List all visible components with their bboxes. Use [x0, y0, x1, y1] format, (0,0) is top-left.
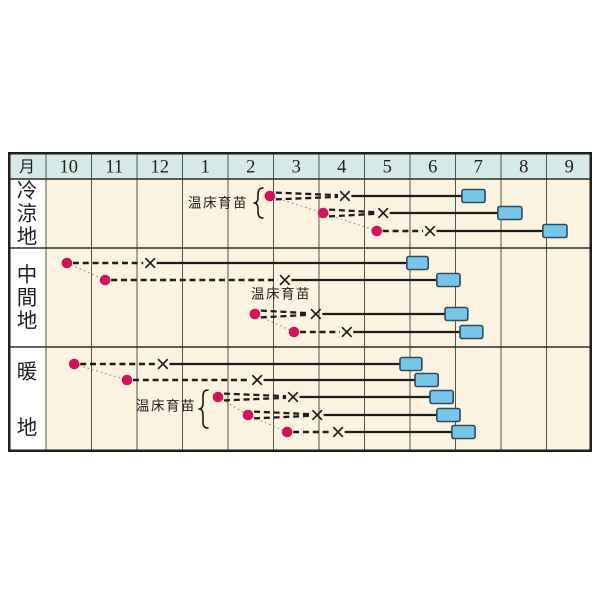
month-header-cell: 4 [337, 158, 346, 178]
hotbed-label: 温床育苗 [188, 196, 248, 211]
dot-marker [212, 391, 224, 403]
harvest-bar [429, 389, 455, 405]
region-label: 地 [17, 417, 38, 440]
harvest-bar [451, 424, 476, 440]
dot-marker [61, 257, 73, 269]
month-header-cell: 7 [474, 158, 483, 178]
dashed-upper-line [223, 392, 287, 398]
calendar-body-background [8, 152, 592, 452]
harvest-bar [444, 306, 469, 322]
month-header-cell: 8 [519, 158, 528, 178]
dot-marker [249, 308, 261, 320]
harvest-bar [406, 255, 430, 271]
month-header-cell: 5 [383, 158, 392, 178]
month-header-label: 月 [19, 159, 35, 176]
harvest-bar [497, 205, 523, 221]
dot-marker [242, 409, 254, 421]
harvest-bar [436, 407, 461, 423]
cross-marker [251, 374, 263, 386]
cross-marker [341, 326, 353, 338]
connector-line [217, 396, 249, 416]
cross-marker [377, 207, 389, 219]
cross-marker [424, 225, 436, 237]
dashed-upper-line [329, 208, 377, 214]
month-header-cell: 3 [292, 158, 301, 178]
hotbed-label: 温床育苗 [136, 399, 196, 414]
cross-marker [157, 358, 169, 370]
harvest-bar [399, 356, 423, 372]
month-header-cell: 6 [428, 158, 437, 178]
cross-marker [279, 274, 291, 286]
hotbed-label: 温床育苗 [251, 287, 311, 302]
month-header-cell: 11 [105, 158, 123, 178]
region-label-column-background [8, 179, 46, 452]
cross-marker [311, 409, 323, 421]
cross-marker [144, 257, 156, 269]
harvest-bar [436, 272, 461, 288]
dashed-lower-line [275, 195, 338, 201]
region-label: 地 [17, 310, 38, 333]
dot-marker [371, 225, 383, 237]
month-header-cell: 9 [565, 158, 574, 178]
month-header-cell: 12 [151, 158, 170, 178]
dashed-lower-line [223, 396, 287, 402]
region-label: 地 [17, 226, 38, 249]
harvest-bar [459, 324, 484, 340]
dot-marker [121, 374, 133, 386]
dashed-upper-line [275, 191, 338, 197]
dot-marker [317, 207, 329, 219]
dot-marker [264, 190, 276, 202]
cross-marker [310, 308, 322, 320]
dot-marker [281, 426, 293, 438]
region-label: 暖 [17, 361, 38, 384]
month-header-cell: 10 [60, 158, 79, 178]
month-header-cell: 2 [246, 158, 255, 178]
harvest-bar [414, 372, 440, 388]
dot-marker [99, 274, 111, 286]
dashed-upper-line [260, 309, 309, 315]
region-label: 冷 [17, 180, 38, 203]
month-header-row-background [8, 152, 592, 179]
cross-marker [287, 391, 299, 403]
harvest-bar [542, 223, 568, 239]
region-label: 涼 [17, 203, 38, 226]
dashed-lower-line [260, 313, 309, 319]
hotbed-brace [253, 187, 264, 219]
hotbed-brace [198, 389, 209, 429]
cross-marker [332, 426, 344, 438]
dot-marker [288, 326, 300, 338]
dot-marker [68, 358, 80, 370]
month-header-cell: 1 [201, 158, 210, 178]
calendar-outer-border [8, 152, 592, 452]
dashed-lower-line [329, 212, 377, 218]
harvest-bar [461, 188, 486, 204]
region-label: 間 [17, 288, 38, 310]
cross-marker [339, 190, 351, 202]
region-label: 中 [17, 264, 38, 287]
